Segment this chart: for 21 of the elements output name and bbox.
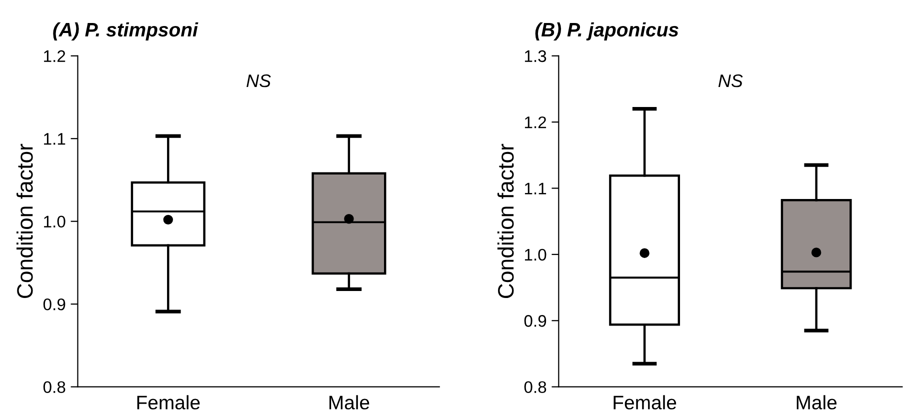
chart-title: (A) P. stimpsoni (53, 22, 198, 40)
y-tick-label: 1.0 (524, 248, 546, 261)
chart-title: (B) P. japonicus (535, 22, 678, 40)
y-tick-label: 0.9 (524, 315, 546, 327)
x-tick-label: Female (137, 395, 200, 410)
y-tick-label: 0.9 (43, 298, 66, 310)
y-tick-label: 0.8 (524, 381, 546, 394)
y-tick-label: 1.2 (524, 116, 546, 128)
y-tick-label: 1.1 (44, 133, 66, 145)
y-axis-title: Condition factor (16, 144, 33, 298)
x-tick-label: Female (614, 395, 676, 410)
x-tick-label: Male (796, 395, 837, 410)
y-tick-label: 0.8 (43, 381, 66, 394)
y-tick-label: 1.0 (44, 216, 66, 228)
annotation: NS (718, 74, 743, 88)
y-axis-title: Condition factor (497, 144, 514, 298)
y-tick-label: 1.3 (524, 50, 546, 62)
annotation: NS (246, 74, 271, 88)
y-tick-label: 1.2 (44, 50, 66, 62)
x-tick-label: Male (329, 395, 370, 410)
y-tick-label: 1.1 (524, 182, 546, 194)
